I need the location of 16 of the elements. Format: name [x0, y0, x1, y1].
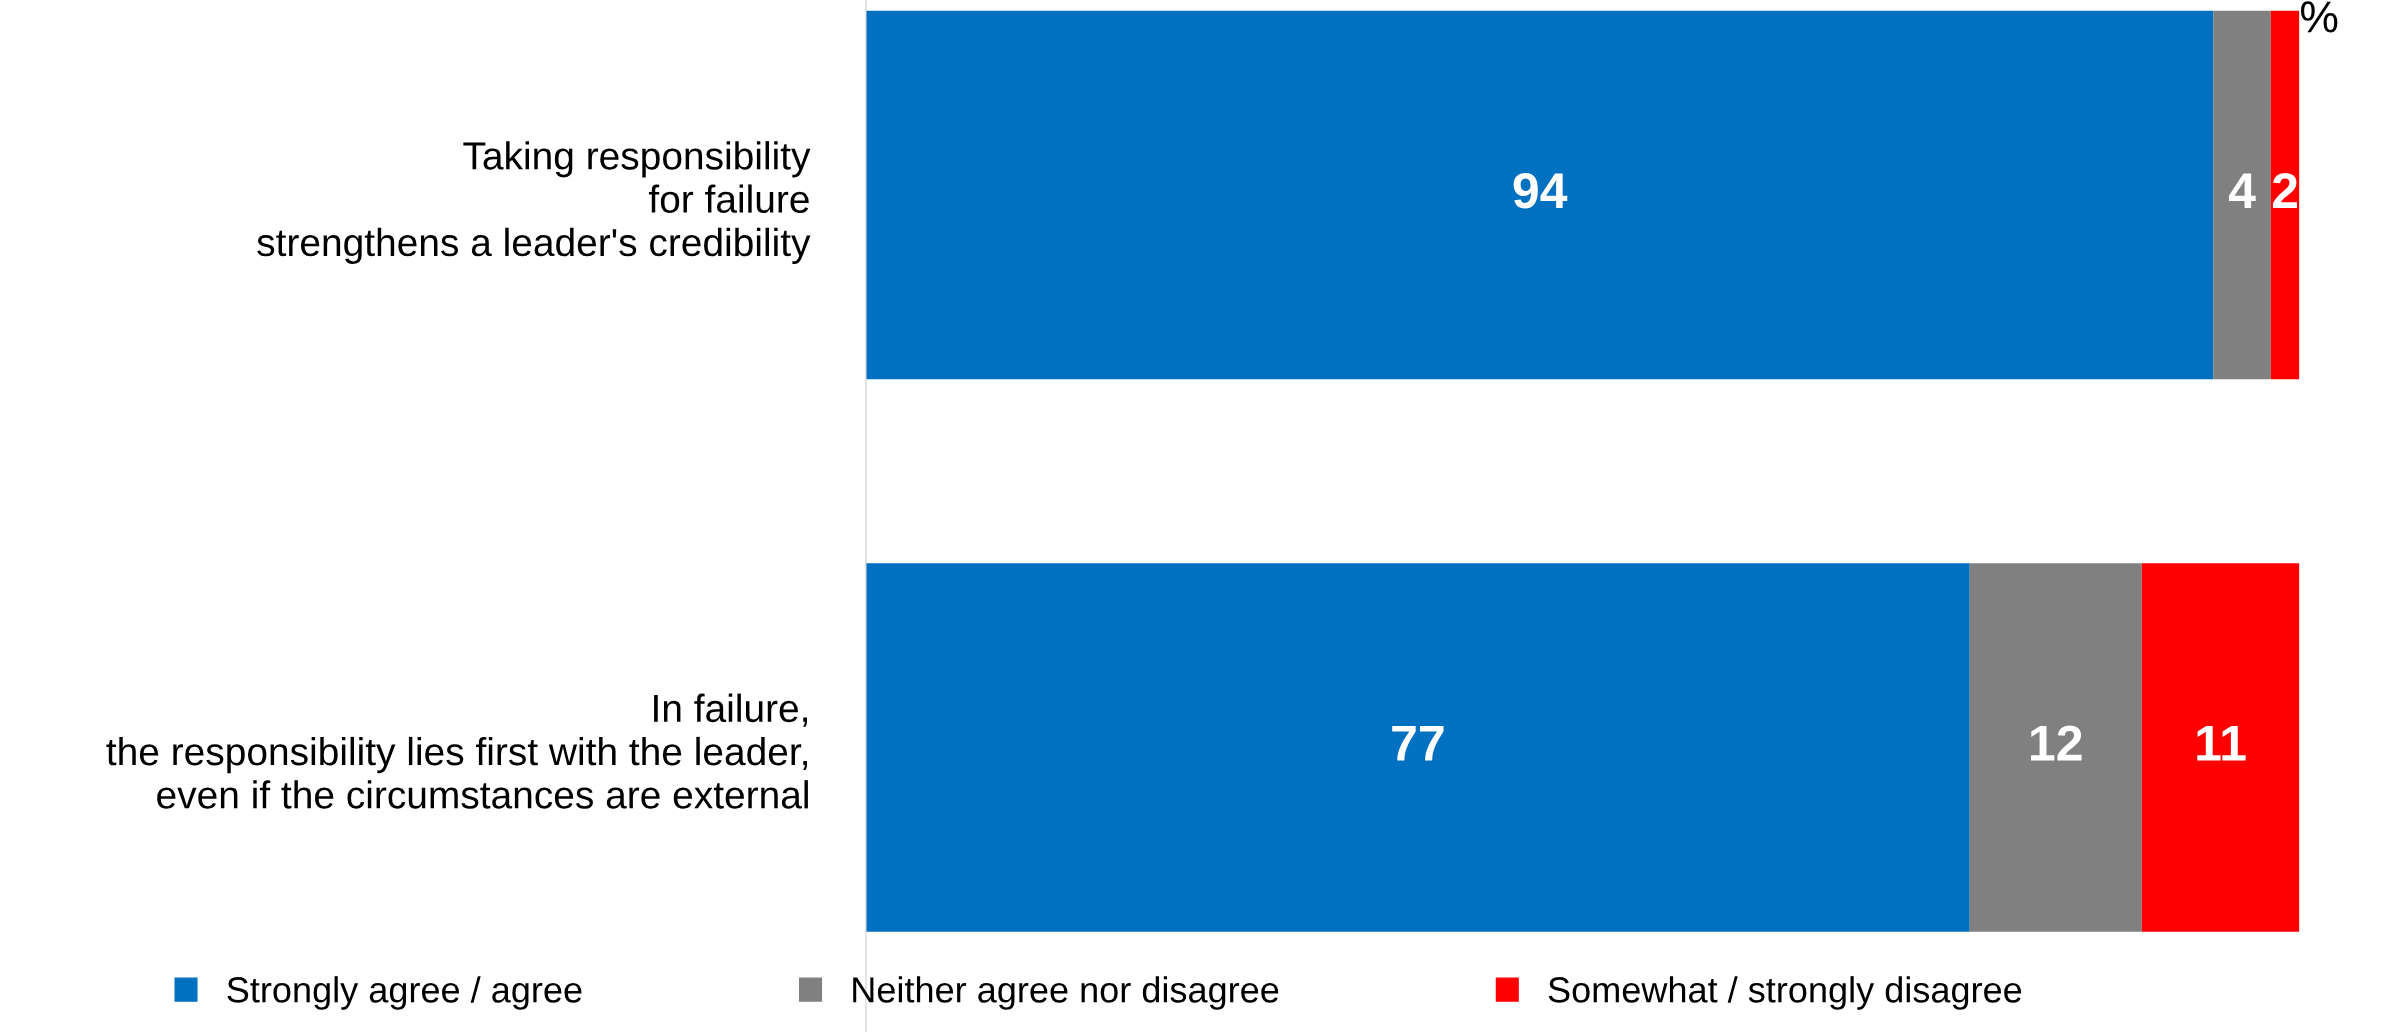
data-label: 94 — [1513, 173, 1568, 209]
data-label: 11 — [2197, 725, 2246, 761]
data-label: 2 — [2272, 173, 2297, 208]
bar — [2141, 563, 2300, 932]
legend-label: Strongly agree / agree — [227, 976, 582, 1010]
y-tick-label: In failure, the responsibility lies first with the leader, even if the circumstances are external — [106, 693, 808, 809]
bar — [2213, 10, 2271, 380]
text: % — [2301, 1, 2338, 33]
data-label: 12 — [2031, 725, 2082, 761]
bar — [1969, 563, 2142, 932]
data-label: 77 — [1392, 725, 1444, 761]
legend-label: Somewhat / strongly disagree — [1548, 976, 2022, 1010]
legend-label: Neither agree nor disagree — [853, 976, 1279, 1010]
y-tick-label: Taking responsibility for failure strengthens a leader's credibility — [257, 141, 811, 264]
data-label: 4 — [2228, 173, 2256, 208]
bar — [2270, 10, 2300, 380]
